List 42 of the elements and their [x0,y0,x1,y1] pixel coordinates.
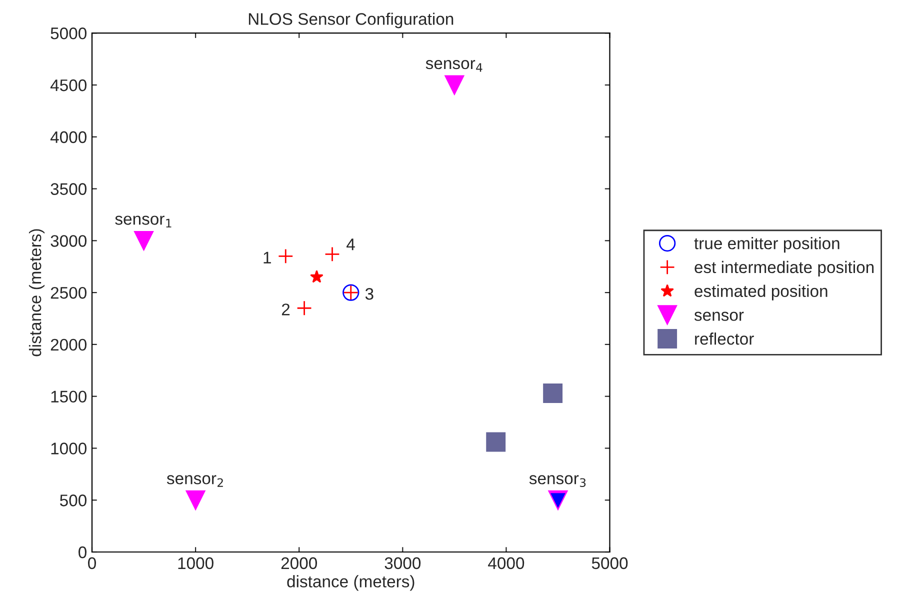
y-tick-label: 4500 [50,79,86,92]
annotation: sensor$_{1}$ [115,216,172,228]
chart-title: NLOS Sensor Configuration [248,12,454,28]
y-tick-label: 4000 [50,131,86,144]
point [310,270,324,283]
y-tick-label: 500 [60,494,86,506]
point [296,300,312,316]
x-tick-label: 5000 [592,557,628,570]
legend-label: sensor [694,312,744,321]
y-tick-label: 2500 [50,286,86,299]
point [543,384,563,403]
x-tick-label: 0 [88,557,96,570]
point [278,248,294,264]
legend-label: reflector [695,332,754,345]
x-axis-title: distance (meters) [287,575,414,591]
x-tick-label: 1000 [178,557,214,570]
legend-label: est intermediate position [694,260,874,276]
legend-label: true emitter position [694,237,840,253]
y-tick-label: 2000 [50,338,86,351]
annotation: 4 [346,238,355,250]
x-tick-label: 2000 [281,557,317,570]
annotation: 1 [264,252,271,264]
point [444,75,464,95]
annotation: sensor$_{2}$ [166,475,223,487]
point [134,230,154,250]
x-tick-label: 4000 [488,557,524,570]
y-tick-label: 5000 [50,28,86,40]
legend-label: estimated position [694,284,828,300]
x-tick-label: 3000 [384,557,421,570]
annotation: 2 [282,304,290,316]
point [186,490,206,510]
annotation: 3 [365,288,374,300]
y-tick-label: 3000 [50,235,86,247]
y-axis-title: distance (meters) [28,229,45,356]
annotation: sensor$_{4}$ [426,60,482,72]
y-tick-label: 0 [78,546,86,558]
y-tick-label: 3500 [50,183,86,195]
annotation: sensor$_{3}$ [529,475,586,488]
point [486,432,506,452]
y-tick-label: 1000 [51,442,86,454]
y-tick-label: 1500 [51,390,86,403]
point [324,246,340,262]
